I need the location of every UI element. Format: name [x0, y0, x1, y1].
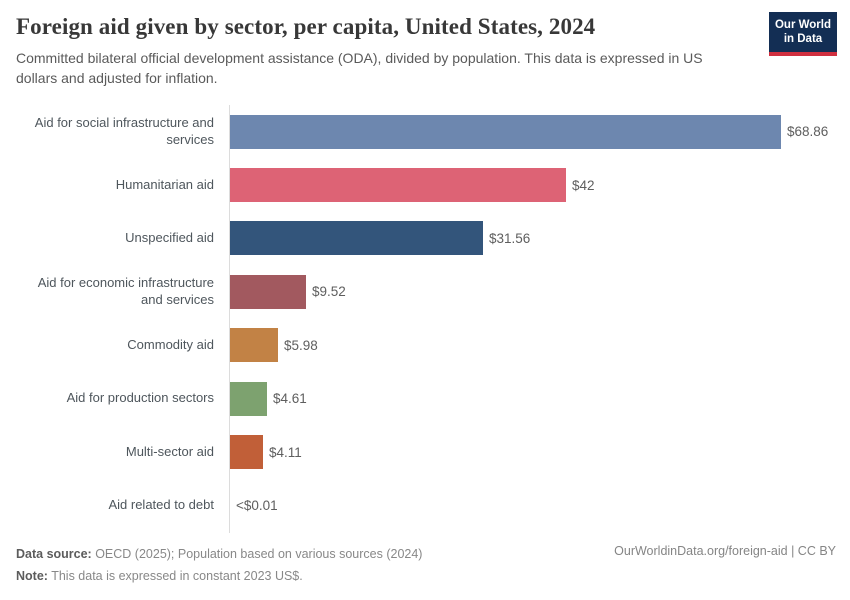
chart-row: Commodity aid $5.98: [16, 319, 846, 372]
bar[interactable]: [230, 114, 781, 149]
category-label: Unspecified aid: [125, 230, 214, 246]
category-label: Aid for economic infrastructure and serv…: [37, 274, 214, 307]
value-label: $4.11: [269, 444, 302, 460]
value-label: $42: [572, 177, 595, 193]
value-label: $31.56: [489, 230, 531, 246]
data-source-text: OECD (2025); Population based on various…: [91, 547, 423, 561]
value-label: <$0.01: [236, 497, 278, 513]
category-label: Multi-sector aid: [125, 443, 214, 459]
value-label: $9.52: [312, 284, 346, 300]
bar[interactable]: [230, 435, 263, 470]
note-text: This data is expressed in constant 2023 …: [47, 568, 303, 583]
value-label: $4.61: [273, 391, 307, 407]
page-subtitle: Committed bilateral official development…: [16, 50, 703, 87]
owid-logo[interactable]: Our World in Data: [769, 12, 837, 56]
y-axis-line: [229, 105, 230, 533]
data-source-line: Data source: OECD (2025); Population bas…: [16, 544, 422, 566]
chart-row: Aid for production sectors $4.61: [16, 372, 846, 425]
category-label: Aid for social infrastructure and servic…: [34, 114, 214, 147]
bar-chart: Aid for social infrastructure and servic…: [16, 105, 846, 533]
chart-row: Humanitarian aid $42: [16, 158, 846, 211]
note-line: Note: This data is expressed in constant…: [16, 566, 422, 588]
bar[interactable]: [230, 274, 306, 309]
value-label: $68.86: [787, 124, 829, 140]
data-source-label: Data source:: [16, 547, 92, 561]
chart-row: Aid for social infrastructure and servic…: [16, 105, 846, 158]
chart-footer: Data source: OECD (2025); Population bas…: [16, 544, 836, 588]
chart-row: Unspecified aid $31.56: [16, 212, 846, 265]
chart-row: Multi-sector aid $4.11: [16, 425, 846, 478]
bar[interactable]: [230, 221, 483, 256]
page-title: Foreign aid given by sector, per capita,…: [16, 14, 596, 39]
bar[interactable]: [230, 381, 267, 416]
category-label: Aid related to debt: [108, 496, 214, 512]
footer-source-note: Data source: OECD (2025); Population bas…: [16, 544, 422, 588]
bar[interactable]: [230, 168, 566, 203]
footer-attribution-link[interactable]: OurWorldinData.org/foreign-aid | CC BY: [614, 544, 836, 558]
chart-row: Aid for economic infrastructure and serv…: [16, 265, 846, 318]
owid-logo-line2: in Data: [783, 33, 823, 46]
category-label: Aid for production sectors: [66, 390, 214, 406]
value-label: $5.98: [284, 337, 318, 353]
category-label: Commodity aid: [127, 336, 214, 352]
category-label: Humanitarian aid: [115, 176, 214, 192]
owid-logo-line1: Our World: [774, 19, 831, 31]
chart-row: Aid related to debt <$0.01: [16, 479, 846, 532]
bar[interactable]: [230, 328, 278, 363]
note-label: Note:: [16, 568, 48, 583]
chart-header: Foreign aid given by sector, per capita,…: [16, 14, 750, 89]
